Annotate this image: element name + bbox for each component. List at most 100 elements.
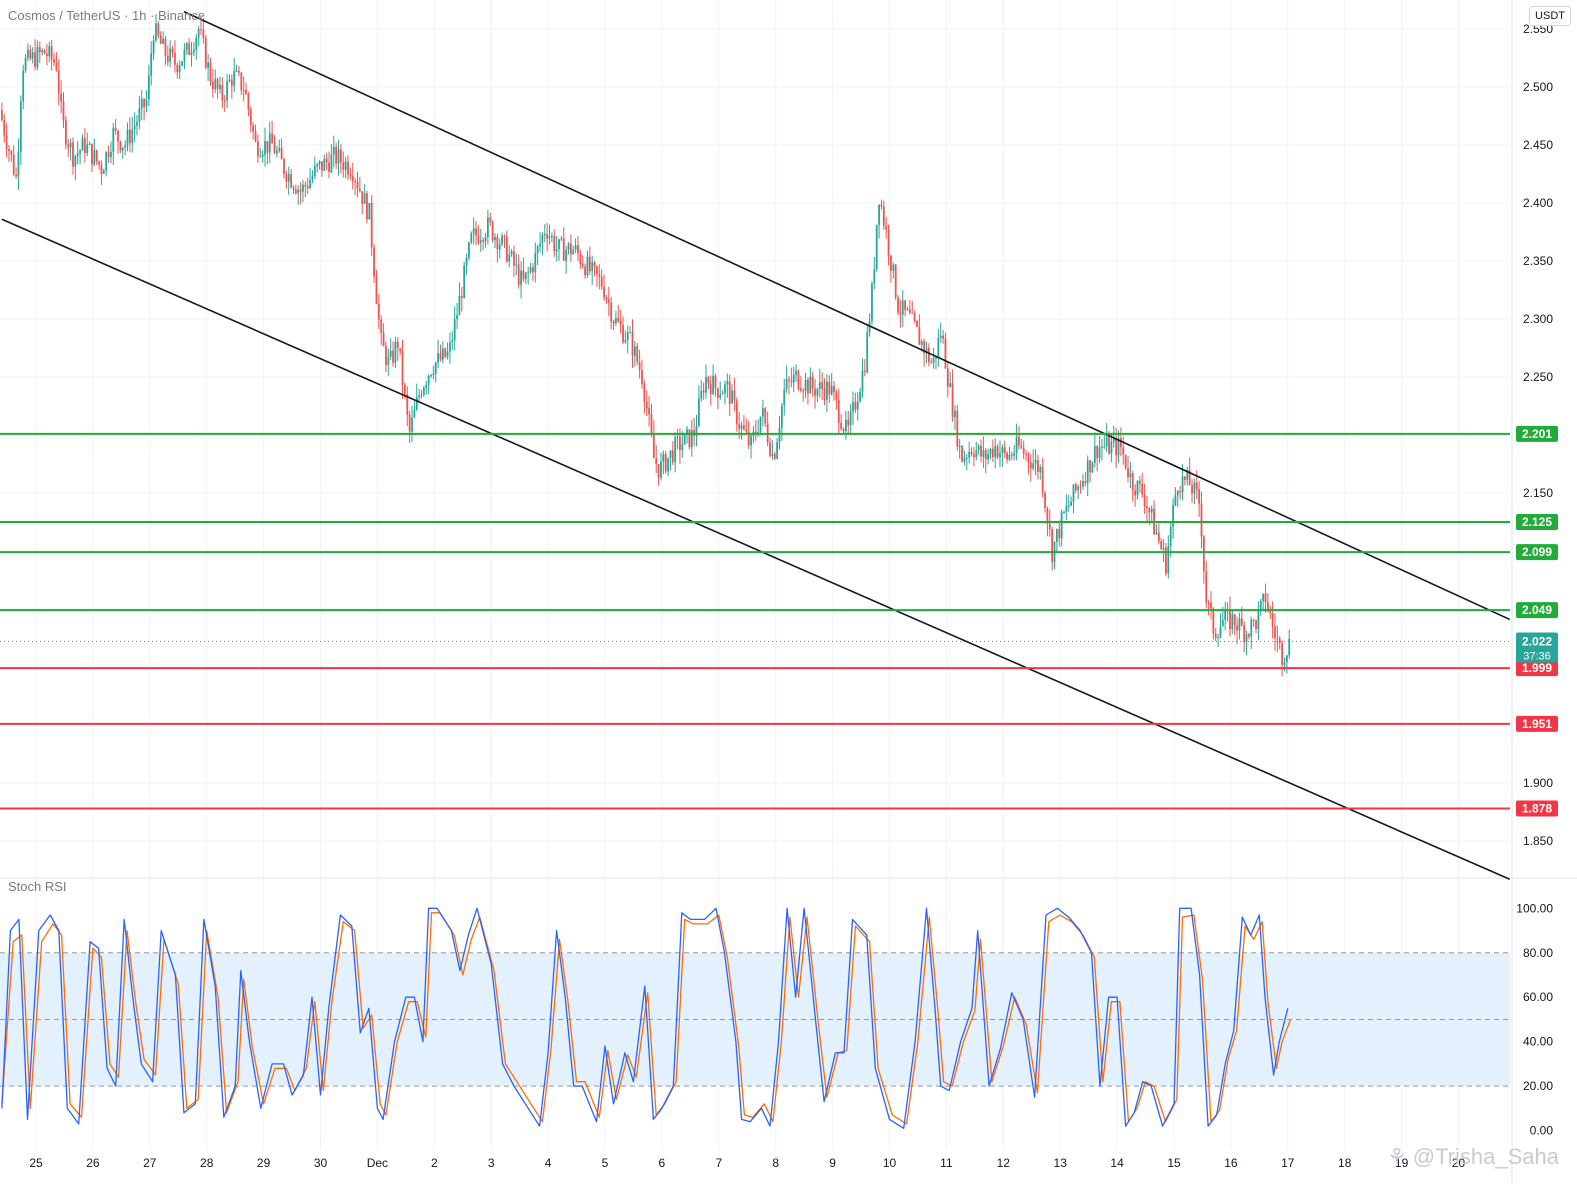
candle-body [313, 166, 316, 177]
candle-body [27, 49, 29, 59]
candle [128, 117, 131, 153]
candle [994, 438, 997, 469]
candle [911, 300, 914, 314]
candle [347, 155, 349, 181]
candle-body [764, 408, 767, 424]
candle-body [1105, 436, 1108, 447]
candle-body [977, 445, 980, 451]
candle-body [283, 159, 285, 175]
candle-body [147, 75, 150, 100]
candle-body [588, 256, 591, 272]
candle [1274, 613, 1276, 651]
candle [342, 151, 345, 178]
candle [584, 263, 586, 279]
candle [1022, 440, 1025, 459]
candle [1138, 475, 1141, 493]
candle [828, 375, 831, 404]
candle-body [939, 335, 942, 338]
candle-body [996, 446, 999, 458]
candle-body [83, 138, 86, 154]
candle-body [252, 125, 255, 132]
candle [1082, 474, 1084, 490]
candle-body [1093, 445, 1096, 463]
candle [441, 341, 444, 364]
candle-body [64, 120, 67, 145]
candle-body [46, 53, 48, 57]
candle [292, 185, 295, 194]
candle [283, 157, 285, 179]
candle [636, 343, 639, 366]
candle-body [102, 170, 105, 174]
candle [8, 145, 10, 162]
candle-body [778, 427, 781, 443]
candle [996, 443, 999, 460]
candle-body [446, 351, 449, 357]
candle-body [970, 451, 973, 454]
candle [615, 310, 617, 326]
candle [29, 45, 32, 61]
candle [503, 234, 506, 249]
candle-body [176, 64, 179, 72]
candle [707, 375, 710, 390]
candle [961, 444, 963, 463]
candle [991, 439, 994, 463]
candle [797, 369, 800, 391]
currency-badge[interactable]: USDT [1529, 6, 1571, 26]
candle-body [271, 133, 274, 144]
candle [788, 375, 790, 395]
candle-body [1077, 486, 1080, 491]
candle [138, 95, 141, 130]
candle-body [1141, 483, 1144, 495]
candle-body [773, 453, 776, 459]
candle-body [1219, 626, 1222, 638]
candle-body [648, 407, 650, 415]
candle [55, 52, 58, 72]
candle [809, 367, 812, 394]
candle [169, 40, 172, 68]
candle [1127, 455, 1129, 483]
candle [887, 224, 890, 266]
candle [513, 245, 515, 277]
candle-body [311, 176, 314, 181]
candle [816, 387, 819, 403]
candle [930, 358, 933, 364]
candle-body [520, 270, 522, 285]
candle-body [942, 335, 944, 339]
candle-body [714, 375, 717, 389]
candle-body [842, 429, 845, 432]
candle [1250, 616, 1253, 650]
candle-body [491, 222, 494, 241]
candle [807, 377, 809, 405]
candle [1001, 444, 1004, 467]
time-tick-label: 12 [997, 1156, 1011, 1170]
candle [515, 253, 518, 276]
candle-body [622, 325, 624, 343]
candle-body [1288, 638, 1291, 656]
candle-body [676, 436, 679, 438]
candle [363, 184, 366, 204]
candle [278, 139, 281, 153]
candle-body [1086, 460, 1089, 484]
candle-body [1117, 438, 1120, 456]
candle [508, 245, 511, 268]
candle-body [342, 162, 345, 170]
candle [987, 448, 990, 465]
candle [192, 42, 195, 57]
candle-body [823, 389, 826, 400]
candle-body [890, 255, 892, 271]
candle [124, 140, 127, 156]
candle [1048, 509, 1051, 537]
candle [1153, 500, 1155, 535]
candle [1205, 561, 1208, 609]
candle [1122, 436, 1125, 465]
candle-body [1169, 526, 1172, 547]
candle [204, 35, 207, 70]
candle-body [1048, 523, 1051, 530]
candle [261, 150, 264, 163]
candle-body [479, 240, 482, 243]
price-level-badge [1516, 715, 1558, 732]
candle-body [861, 370, 864, 392]
candle [1285, 655, 1288, 674]
candle-body [72, 142, 74, 167]
